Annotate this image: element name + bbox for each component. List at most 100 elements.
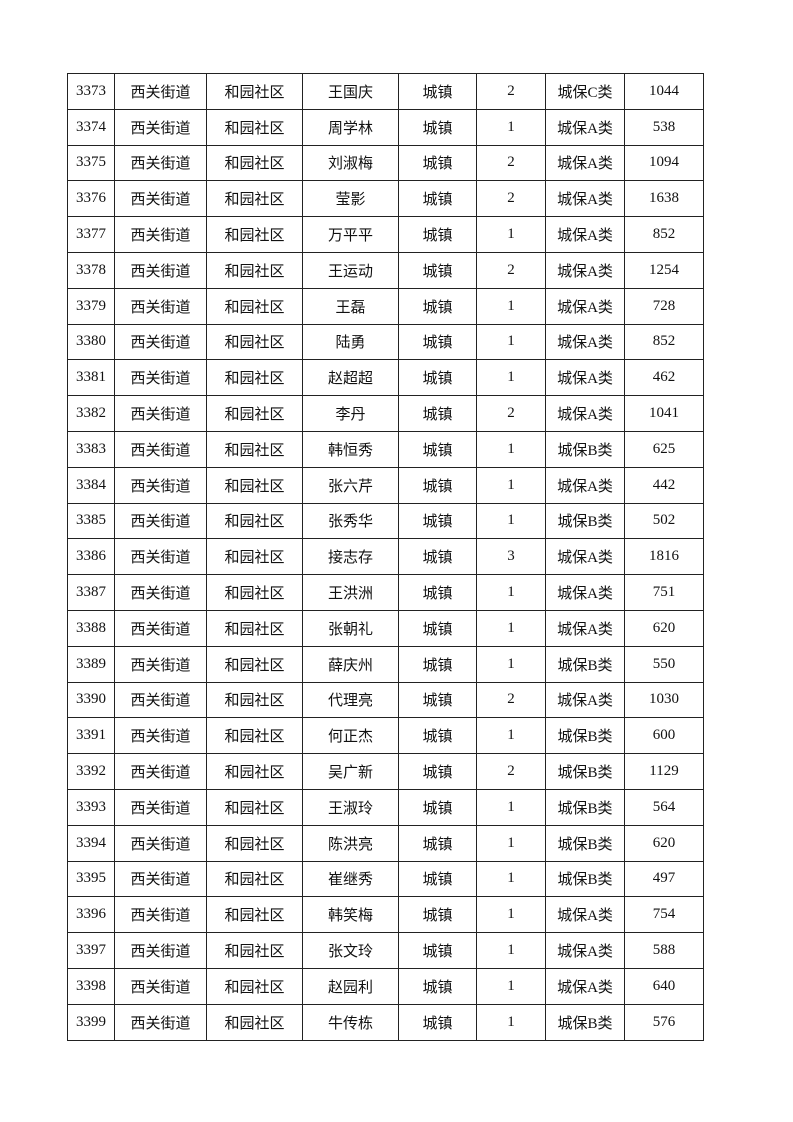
amount-cell: 550 bbox=[624, 645, 704, 683]
table-row: 3383 西关街道 和园社区 韩恒秀 城镇 1 城保B类 625 bbox=[67, 430, 704, 468]
street-cell: 西关街道 bbox=[114, 860, 207, 898]
area-type-cell: 城镇 bbox=[398, 932, 477, 969]
name-cell: 张朝礼 bbox=[302, 609, 399, 647]
street-cell: 西关街道 bbox=[114, 538, 207, 576]
community-cell: 和园社区 bbox=[206, 144, 303, 182]
street-cell: 西关街道 bbox=[114, 430, 207, 468]
insurance-category-cell: 城保C类 bbox=[545, 73, 625, 110]
insurance-category-cell: 城保B类 bbox=[545, 824, 625, 862]
table-row: 3377 西关街道 和园社区 万平平 城镇 1 城保A类 852 bbox=[67, 216, 704, 253]
household-size-cell: 1 bbox=[476, 1003, 546, 1041]
household-size-cell: 1 bbox=[476, 430, 546, 468]
amount-cell: 502 bbox=[624, 502, 704, 540]
area-type-cell: 城镇 bbox=[398, 753, 477, 790]
name-cell: 陈洪亮 bbox=[302, 824, 399, 862]
community-cell: 和园社区 bbox=[206, 896, 303, 934]
insurance-category-cell: 城保A类 bbox=[545, 932, 625, 969]
table-row: 3379 西关街道 和园社区 王磊 城镇 1 城保A类 728 bbox=[67, 287, 704, 325]
table-row: 3387 西关街道 和园社区 王洪洲 城镇 1 城保A类 751 bbox=[67, 574, 704, 611]
insurance-category-cell: 城保B类 bbox=[545, 753, 625, 790]
street-cell: 西关街道 bbox=[114, 323, 207, 361]
row-number-cell: 3375 bbox=[67, 144, 115, 182]
community-cell: 和园社区 bbox=[206, 180, 303, 218]
area-type-cell: 城镇 bbox=[398, 538, 477, 576]
street-cell: 西关街道 bbox=[114, 824, 207, 862]
area-type-cell: 城镇 bbox=[398, 502, 477, 540]
household-size-cell: 1 bbox=[476, 287, 546, 325]
community-cell: 和园社区 bbox=[206, 216, 303, 253]
row-number-cell: 3376 bbox=[67, 180, 115, 218]
table-body: 3373 西关街道 和园社区 王国庆 城镇 2 城保C类 1044 3374 西关街道 和园社区 周学… bbox=[67, 73, 704, 1041]
insurance-category-cell: 城保A类 bbox=[545, 395, 625, 432]
insurance-category-cell: 城保A类 bbox=[545, 216, 625, 253]
row-number-cell: 3382 bbox=[67, 395, 115, 432]
row-number-cell: 3396 bbox=[67, 896, 115, 934]
household-size-cell: 1 bbox=[476, 359, 546, 397]
community-cell: 和园社区 bbox=[206, 287, 303, 325]
name-cell: 吴广新 bbox=[302, 753, 399, 790]
row-number-cell: 3399 bbox=[67, 1003, 115, 1041]
row-number-cell: 3390 bbox=[67, 681, 115, 719]
area-type-cell: 城镇 bbox=[398, 609, 477, 647]
area-type-cell: 城镇 bbox=[398, 466, 477, 504]
community-cell: 和园社区 bbox=[206, 967, 303, 1005]
name-cell: 薛庆州 bbox=[302, 645, 399, 683]
insurance-category-cell: 城保A类 bbox=[545, 574, 625, 611]
amount-cell: 538 bbox=[624, 108, 704, 146]
amount-cell: 852 bbox=[624, 216, 704, 253]
household-size-cell: 2 bbox=[476, 251, 546, 289]
amount-cell: 751 bbox=[624, 574, 704, 611]
row-number-cell: 3394 bbox=[67, 824, 115, 862]
table-row: 3388 西关街道 和园社区 张朝礼 城镇 1 城保A类 620 bbox=[67, 609, 704, 647]
insurance-category-cell: 城保B类 bbox=[545, 788, 625, 826]
community-cell: 和园社区 bbox=[206, 466, 303, 504]
area-type-cell: 城镇 bbox=[398, 860, 477, 898]
street-cell: 西关街道 bbox=[114, 287, 207, 325]
amount-cell: 1030 bbox=[624, 681, 704, 719]
insurance-category-cell: 城保A类 bbox=[545, 108, 625, 146]
table-row: 3373 西关街道 和园社区 王国庆 城镇 2 城保C类 1044 bbox=[67, 73, 704, 110]
amount-cell: 852 bbox=[624, 323, 704, 361]
name-cell: 王淑玲 bbox=[302, 788, 399, 826]
name-cell: 赵超超 bbox=[302, 359, 399, 397]
household-size-cell: 3 bbox=[476, 538, 546, 576]
area-type-cell: 城镇 bbox=[398, 967, 477, 1005]
community-cell: 和园社区 bbox=[206, 681, 303, 719]
amount-cell: 1816 bbox=[624, 538, 704, 576]
amount-cell: 1094 bbox=[624, 144, 704, 182]
name-cell: 陆勇 bbox=[302, 323, 399, 361]
household-size-cell: 1 bbox=[476, 896, 546, 934]
street-cell: 西关街道 bbox=[114, 108, 207, 146]
community-cell: 和园社区 bbox=[206, 574, 303, 611]
name-cell: 王运动 bbox=[302, 251, 399, 289]
insurance-category-cell: 城保A类 bbox=[545, 251, 625, 289]
household-size-cell: 1 bbox=[476, 824, 546, 862]
table-row: 3389 西关街道 和园社区 薛庆州 城镇 1 城保B类 550 bbox=[67, 645, 704, 683]
row-number-cell: 3373 bbox=[67, 73, 115, 110]
area-type-cell: 城镇 bbox=[398, 430, 477, 468]
household-size-cell: 2 bbox=[476, 144, 546, 182]
street-cell: 西关街道 bbox=[114, 932, 207, 969]
community-cell: 和园社区 bbox=[206, 1003, 303, 1041]
area-type-cell: 城镇 bbox=[398, 287, 477, 325]
insurance-category-cell: 城保B类 bbox=[545, 717, 625, 755]
street-cell: 西关街道 bbox=[114, 753, 207, 790]
amount-cell: 1254 bbox=[624, 251, 704, 289]
table-row: 3392 西关街道 和园社区 吴广新 城镇 2 城保B类 1129 bbox=[67, 753, 704, 790]
row-number-cell: 3392 bbox=[67, 753, 115, 790]
community-cell: 和园社区 bbox=[206, 395, 303, 432]
street-cell: 西关街道 bbox=[114, 180, 207, 218]
amount-cell: 1638 bbox=[624, 180, 704, 218]
table-row: 3384 西关街道 和园社区 张六芹 城镇 1 城保A类 442 bbox=[67, 466, 704, 504]
area-type-cell: 城镇 bbox=[398, 681, 477, 719]
row-number-cell: 3391 bbox=[67, 717, 115, 755]
row-number-cell: 3398 bbox=[67, 967, 115, 1005]
amount-cell: 620 bbox=[624, 824, 704, 862]
area-type-cell: 城镇 bbox=[398, 323, 477, 361]
community-cell: 和园社区 bbox=[206, 645, 303, 683]
household-size-cell: 2 bbox=[476, 180, 546, 218]
table-row: 3381 西关街道 和园社区 赵超超 城镇 1 城保A类 462 bbox=[67, 359, 704, 397]
table-row: 3382 西关街道 和园社区 李丹 城镇 2 城保A类 1041 bbox=[67, 395, 704, 432]
street-cell: 西关街道 bbox=[114, 395, 207, 432]
table-row: 3399 西关街道 和园社区 牛传栋 城镇 1 城保B类 576 bbox=[67, 1003, 704, 1041]
